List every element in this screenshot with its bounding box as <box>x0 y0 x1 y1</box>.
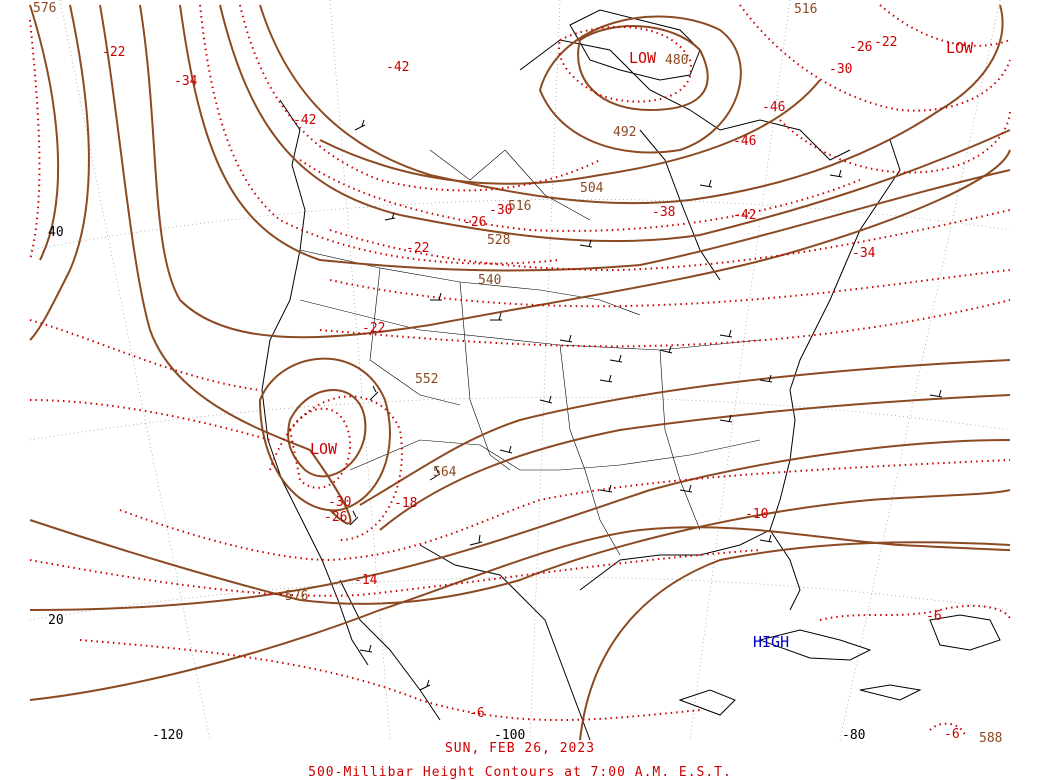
temperature-contours <box>29 4 1011 736</box>
temperature-label: -42 <box>293 113 316 128</box>
coastlines <box>261 9 1001 741</box>
height-label: 576 <box>33 1 56 16</box>
height-label: 516 <box>508 199 531 214</box>
temperature-label: -22 <box>874 35 897 50</box>
temperature-label: -6 <box>926 609 942 624</box>
height-label: 564 <box>433 465 457 480</box>
temperature-label: -22 <box>102 45 125 60</box>
temperature-label: -34 <box>174 74 198 89</box>
low-pressure-label: LOW <box>310 440 338 458</box>
map-date: SUN, FEB 26, 2023 <box>444 741 596 756</box>
temperature-label: -46 <box>733 134 756 149</box>
temperature-label: -26 <box>849 40 872 55</box>
temperature-label: -38 <box>652 205 675 220</box>
longitude-label: -120 <box>152 728 183 743</box>
height-label: 492 <box>613 125 636 140</box>
temperature-label: -26 <box>324 510 347 525</box>
height-label: 480 <box>665 53 688 68</box>
temperature-label: -6 <box>944 727 960 742</box>
height-label: 588 <box>979 731 1002 746</box>
longitude-label: -80 <box>842 728 865 743</box>
temperature-label: -30 <box>489 203 512 218</box>
temperature-label: -34 <box>852 246 876 261</box>
height-label: 504 <box>580 181 604 196</box>
temperature-label: -46 <box>762 100 785 115</box>
height-contours <box>29 4 1011 741</box>
height-label: 540 <box>478 273 501 288</box>
temperature-label: -42 <box>386 60 409 75</box>
height-label: 528 <box>487 233 510 248</box>
temperature-labels: -22 -34 -42 -42 -46 -46 -30 -26 -22 -42 … <box>102 35 960 742</box>
temperature-label: -42 <box>733 208 756 223</box>
temperature-label: -10 <box>745 507 768 522</box>
political-borders <box>299 149 761 556</box>
height-label: 552 <box>415 372 438 387</box>
temperature-label: -22 <box>362 321 385 336</box>
temperature-label: -22 <box>406 241 429 256</box>
temperature-label: -30 <box>829 62 852 77</box>
temperature-label: -14 <box>354 573 378 588</box>
temperature-label: -18 <box>394 496 417 511</box>
temperature-label: -6 <box>469 706 485 721</box>
height-label: 516 <box>794 2 817 17</box>
map-title: 500-Millibar Height Contours at 7:00 A.M… <box>308 765 732 780</box>
latitude-label: 20 <box>48 613 64 628</box>
longitude-label: -100 <box>494 728 525 743</box>
high-pressure-label: HIGH <box>753 633 789 651</box>
low-pressure-label: LOW <box>629 49 657 67</box>
latitude-label: 40 <box>48 225 64 240</box>
low-pressure-label: LOW <box>946 39 974 57</box>
height-label: 576 <box>285 589 308 604</box>
wind-barbs <box>349 119 943 691</box>
temperature-label: -26 <box>463 215 486 230</box>
pressure-systems: LOW LOW LOW HIGH <box>310 39 974 651</box>
temperature-label: -30 <box>328 495 351 510</box>
axis-labels: 40 20 -120 -100 -80 <box>48 225 865 743</box>
height-labels: 576 516 492 480 504 516 528 540 552 564 … <box>33 1 1002 746</box>
